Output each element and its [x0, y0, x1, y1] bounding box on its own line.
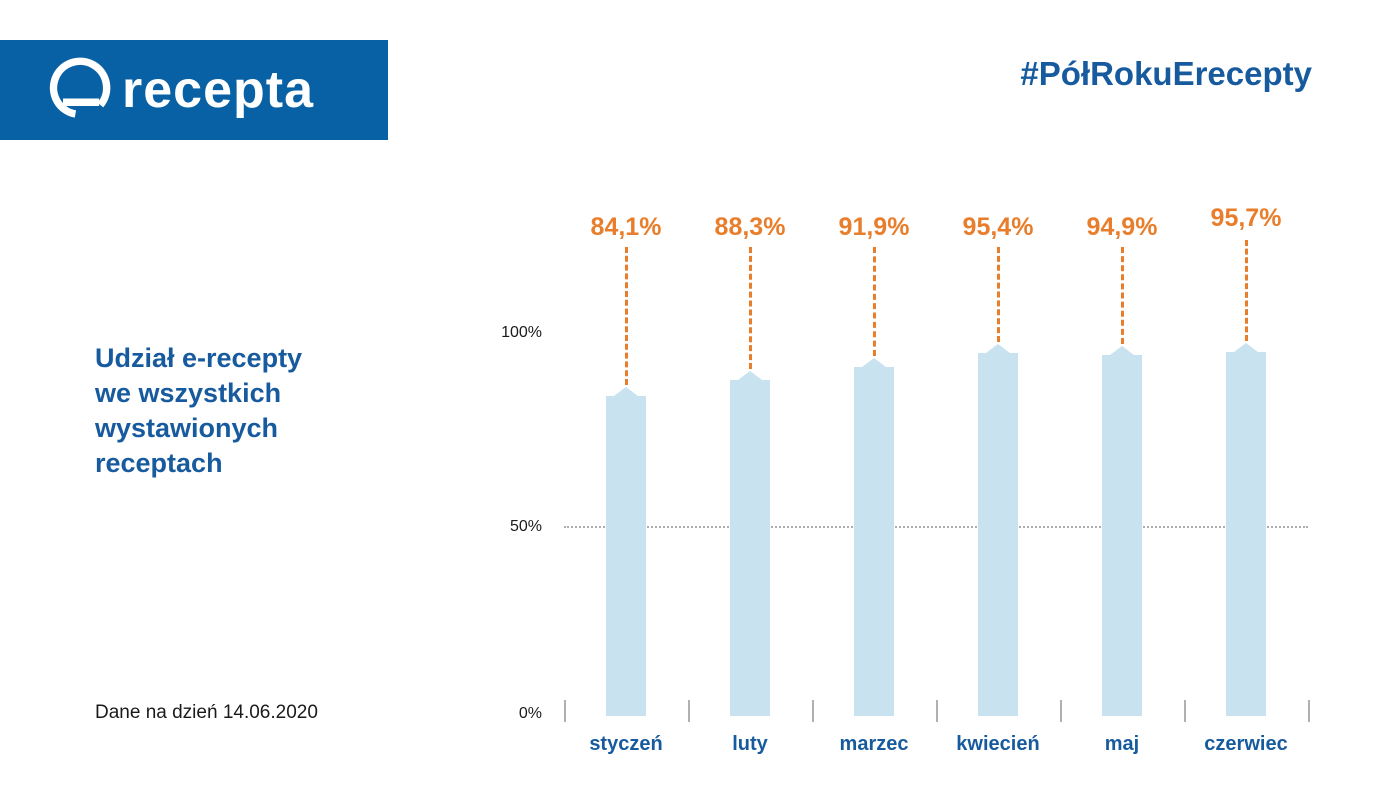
bar: [854, 366, 894, 716]
bar-peak-icon: [1234, 343, 1258, 353]
bar: [730, 380, 770, 716]
value-label: 94,9%: [1086, 213, 1158, 241]
data-date-note: Dane na dzień 14.06.2020: [95, 702, 318, 723]
axis-tick: [688, 700, 690, 722]
value-callout-line: [873, 247, 876, 356]
bar-peak-icon: [614, 387, 638, 397]
chart-title: Udział e-recepty we wszystkich wystawion…: [95, 341, 302, 481]
month-label: maj: [1104, 733, 1140, 755]
value-callout-line: [749, 247, 752, 370]
bar: [606, 396, 646, 716]
logo-text: recepta: [122, 61, 314, 119]
chart-title-line: wystawionych: [95, 413, 279, 443]
value-callout-line: [1245, 240, 1248, 342]
axis-tick: [812, 700, 814, 722]
month-label: marzec: [839, 733, 909, 755]
axis-tick: [936, 700, 938, 722]
axis-tick: [1308, 700, 1310, 722]
axis-tick: [564, 700, 566, 722]
value-callout-line: [625, 247, 628, 386]
chart-title-line: receptach: [95, 448, 223, 478]
bar-peak-icon: [862, 357, 886, 367]
value-label: 95,7%: [1210, 204, 1282, 232]
value-callout-line: [1121, 247, 1124, 345]
value-callout-line: [997, 247, 1000, 343]
chart-title-line: Udział e-recepty: [95, 343, 303, 373]
chart-title-line: we wszystkich: [95, 378, 282, 408]
bar: [978, 353, 1018, 716]
e-recepta-logo-icon: [49, 57, 111, 118]
month-label: styczeń: [589, 733, 663, 755]
y-axis-label: 0%: [518, 705, 542, 722]
bar: [1102, 355, 1142, 716]
y-axis-label: 50%: [509, 518, 542, 535]
value-label: 88,3%: [714, 213, 786, 241]
month-label: czerwiec: [1204, 733, 1288, 755]
bar-peak-icon: [986, 344, 1010, 354]
bar-peak-icon: [738, 371, 762, 381]
value-label: 91,9%: [838, 213, 910, 241]
month-label: luty: [732, 733, 768, 755]
bar: [1226, 352, 1266, 716]
campaign-hashtag: #PółRokuErecepty: [1020, 55, 1312, 92]
axis-tick: [1060, 700, 1062, 722]
logo-banner: recepta: [0, 40, 388, 140]
bar-peak-icon: [1110, 346, 1134, 356]
value-label: 95,4%: [962, 213, 1034, 241]
month-label: kwiecień: [956, 733, 1040, 755]
y-axis-label: 100%: [501, 324, 542, 341]
fifty-percent-gridline: [564, 526, 1308, 528]
axis-tick: [1184, 700, 1186, 722]
value-label: 84,1%: [590, 213, 662, 241]
